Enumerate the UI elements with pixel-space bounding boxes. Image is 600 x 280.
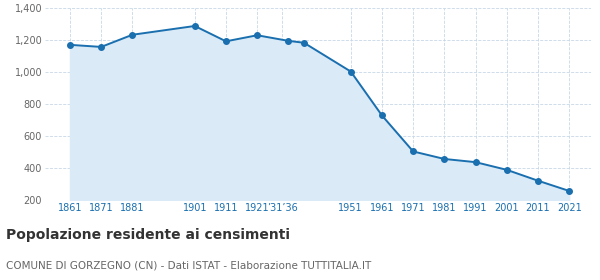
Point [284, 39, 293, 43]
Text: COMUNE DI GORZEGNO (CN) - Dati ISTAT - Elaborazione TUTTITALIA.IT: COMUNE DI GORZEGNO (CN) - Dati ISTAT - E… [6, 260, 371, 270]
Point [409, 149, 418, 154]
Point [346, 69, 356, 74]
Text: Popolazione residente ai censimenti: Popolazione residente ai censimenti [6, 228, 290, 242]
Point [471, 160, 481, 164]
Point [253, 33, 262, 38]
Point [65, 43, 75, 47]
Point [440, 157, 449, 161]
Point [97, 45, 106, 49]
Point [221, 39, 231, 44]
Point [190, 24, 200, 28]
Point [502, 168, 512, 172]
Point [377, 113, 387, 118]
Point [299, 41, 309, 45]
Point [128, 32, 137, 37]
Point [565, 189, 574, 193]
Point [533, 178, 543, 183]
